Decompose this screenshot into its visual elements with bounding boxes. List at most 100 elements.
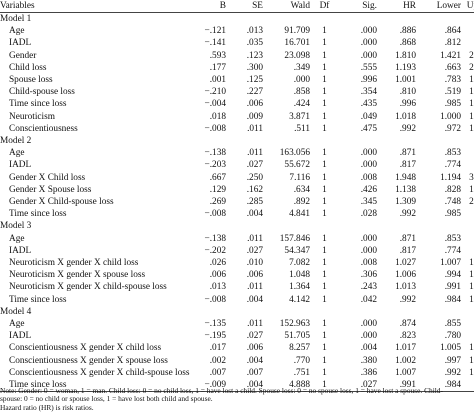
upper-cell: 2.147 — [469, 62, 474, 73]
hr-cell: 1.018 — [395, 111, 416, 122]
b-cell: −.138 — [204, 233, 226, 244]
wald-cell: 163.056 — [279, 148, 310, 159]
sig-cell: .435 — [360, 99, 377, 110]
df-cell: 1 — [322, 160, 327, 171]
table-row: Conscientiousness X gender X spouse loss… — [0, 355, 474, 367]
hr-cell: .992 — [399, 209, 416, 220]
se-cell: .006 — [246, 99, 263, 110]
lower-cell: .853 — [444, 233, 461, 244]
b-cell: −.138 — [204, 148, 226, 159]
lower-cell: .519 — [444, 87, 461, 98]
lower-cell: .853 — [444, 148, 461, 159]
sig-cell: .042 — [360, 294, 377, 305]
empty-cell — [416, 306, 461, 318]
table-row: Time since loss −.009.004 4.888 1.027.991.9… — [0, 379, 474, 393]
empty-cell — [263, 13, 310, 26]
wald-cell: .858 — [293, 87, 310, 98]
sig-cell: .386 — [360, 367, 377, 378]
table-row: IADL −.141 .035 16.701 1 .000 .868 .812.929 — [0, 37, 474, 49]
upper-cell: .999 — [461, 208, 474, 220]
column-header-df: Df — [310, 0, 339, 13]
df-cell: 1 — [310, 379, 339, 393]
empty-cell — [377, 220, 416, 232]
wald-cell: .349 — [293, 62, 310, 73]
lower-cell: .994 — [444, 270, 461, 281]
table-row: IADL −.195 .027 51.705 1 .000 .823 .780.868 — [0, 330, 474, 342]
upper-cell: 1.037 — [469, 111, 474, 122]
se-cell: .300 — [246, 62, 263, 73]
sig-cell: .000 — [360, 148, 377, 159]
hr-cell: .823 — [399, 331, 416, 342]
variable-name-cell: Conscientiousness X gender X spouse loss — [9, 355, 168, 366]
b-cell: .177 — [209, 62, 226, 73]
cox-regression-table: Variables B SE Wald Df Sig. HR Lower Upp… — [0, 0, 474, 393]
b-cell: .006 — [209, 270, 226, 281]
sig-cell: .426 — [360, 184, 377, 195]
upper-cell: .892 — [461, 318, 474, 330]
lower-cell: .985 — [444, 209, 461, 220]
hr-cell: .996 — [399, 99, 416, 110]
wald-cell: .770 — [293, 355, 310, 366]
sig-cell: .243 — [360, 282, 377, 293]
se-cell: .250 — [246, 172, 263, 183]
df-cell: 1 — [322, 87, 327, 98]
variable-name-cell: Time since loss — [9, 294, 67, 305]
wald-cell: .000 — [293, 75, 310, 86]
lower-cell: .774 — [444, 245, 461, 256]
wald-cell: 55.672 — [284, 160, 310, 171]
df-cell: 1 — [322, 209, 327, 220]
model-label: Model 3 — [0, 221, 32, 232]
se-cell: .013 — [246, 26, 263, 37]
empty-cell — [310, 135, 339, 147]
column-header-b: B — [183, 0, 226, 13]
variable-name-cell: Gender X Child-spouse loss — [9, 197, 114, 208]
upper-cell: 2.306 — [469, 50, 474, 61]
empty-cell — [263, 306, 310, 318]
upper-cell: 1.019 — [469, 270, 474, 281]
sig-cell: .008 — [360, 172, 377, 183]
df-cell: 1 — [322, 367, 327, 378]
se-cell: .004 — [246, 355, 263, 366]
b-cell: −.009 — [183, 379, 226, 393]
table-note: Note: Gender: 0 = woman, 1 = man. Child … — [0, 386, 474, 412]
se-cell: .006 — [246, 343, 263, 354]
b-cell: −.004 — [204, 99, 226, 110]
empty-cell — [461, 306, 474, 318]
df-cell: 1 — [322, 184, 327, 195]
sig-cell: .028 — [360, 209, 377, 220]
b-cell: −.141 — [204, 38, 226, 49]
empty-cell — [339, 306, 377, 318]
empty-cell — [416, 135, 461, 147]
sig-cell: .000 — [360, 160, 377, 171]
wald-cell: 157.846 — [279, 233, 310, 244]
table-row: Conscientiousness −.008 .011 .511 1 .475 .992.… — [0, 123, 474, 135]
upper-cell: .890 — [461, 233, 474, 245]
b-cell: −.121 — [204, 26, 226, 37]
wald-cell: 4.841 — [289, 209, 310, 220]
se-cell: .011 — [247, 123, 263, 134]
sig-cell: .345 — [360, 197, 377, 208]
table-row: IADL −.202 .027 54.347 1 .000 .817 .774.862 — [0, 245, 474, 257]
variable-name-cell: Time since loss — [9, 99, 67, 110]
wald-cell: 51.705 — [284, 331, 310, 342]
variable-name-cell: Neuroticism X gender X child-spouse loss — [9, 282, 167, 293]
lower-cell: 1.007 — [440, 258, 461, 269]
df-cell: 1 — [322, 270, 327, 281]
column-header-variables: Variables — [0, 0, 183, 13]
table-row: Neuroticism .018 .009 3.871 1 .049 1.018 1.000 1… — [0, 111, 474, 123]
df-cell: 1 — [322, 343, 327, 354]
column-header-se: SE — [226, 0, 263, 13]
b-cell: .667 — [209, 172, 226, 183]
lower-cell: .864 — [444, 26, 461, 37]
lower-cell: .984 — [416, 379, 461, 393]
sig-cell: .354 — [360, 87, 377, 98]
note-line: Hazard ratio (HR) is risk ratios. — [0, 402, 94, 412]
column-header-lower: Lower — [416, 0, 461, 13]
wald-cell: 16.701 — [284, 38, 310, 49]
column-header-hr: HR — [377, 0, 416, 13]
upper-cell: 3.179 — [469, 172, 474, 183]
variable-name-cell: Conscientiousness X gender X child loss — [9, 343, 162, 354]
lower-cell: .663 — [444, 62, 461, 73]
empty-cell — [310, 306, 339, 318]
wald-cell: 4.888 — [263, 379, 310, 393]
